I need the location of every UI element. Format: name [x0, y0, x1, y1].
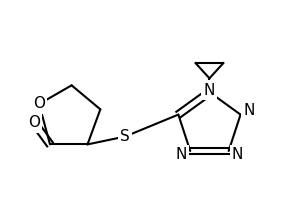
Text: N: N: [176, 147, 187, 162]
Text: N: N: [204, 83, 215, 98]
Text: N: N: [232, 147, 243, 162]
Text: O: O: [28, 115, 40, 130]
Text: N: N: [244, 103, 255, 118]
Text: S: S: [120, 129, 130, 144]
Text: O: O: [33, 96, 45, 111]
